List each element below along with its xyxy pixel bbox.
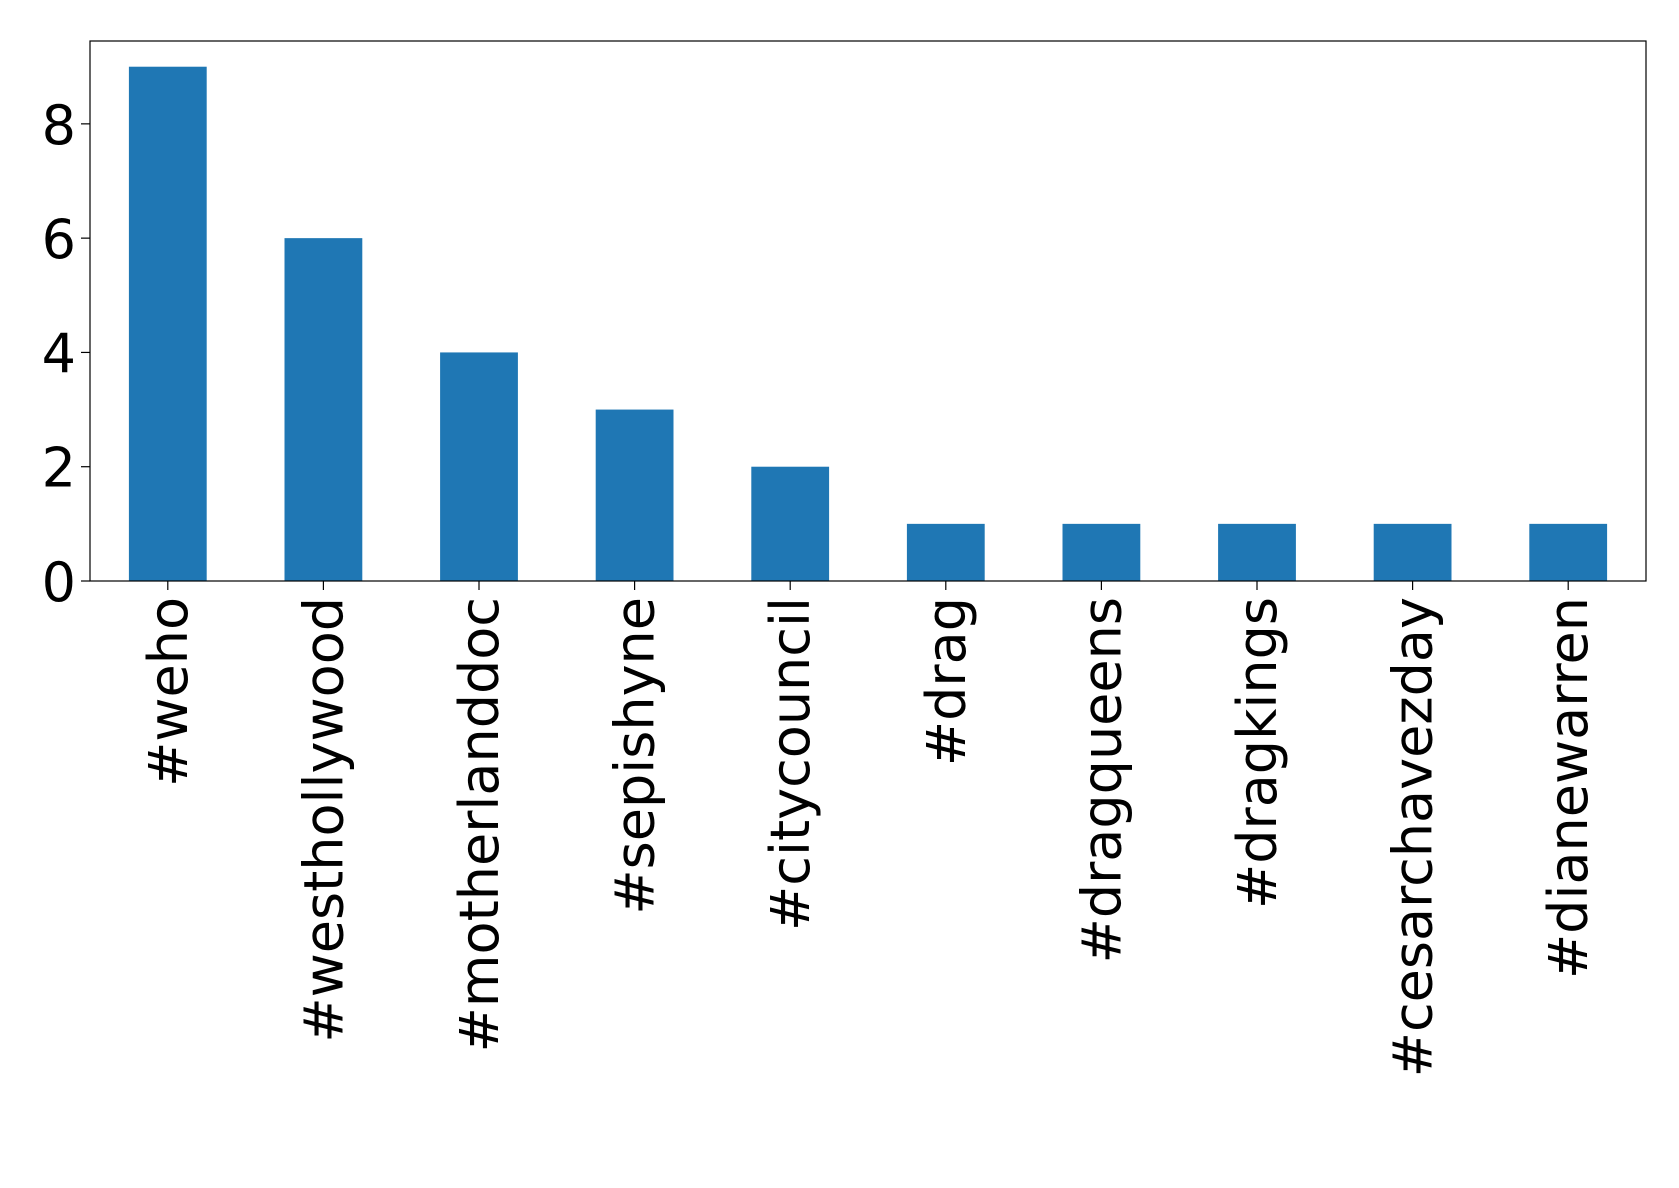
y-tick-label: 0 — [42, 551, 76, 614]
x-tick-label: #dragqueens — [1070, 597, 1133, 963]
y-tick-label: 4 — [42, 322, 76, 385]
bar-dragqueens — [1062, 523, 1141, 581]
bar-drag — [906, 523, 985, 581]
y-tick-label: 2 — [42, 437, 76, 500]
x-tick-label: #citycouncil — [759, 597, 822, 931]
bar-dianewarren — [1529, 523, 1608, 581]
x-tick-label: #cesarchavezday — [1382, 597, 1445, 1077]
x-tick-label: #weho — [137, 597, 200, 787]
bar-citycouncil — [751, 466, 830, 581]
bars-layer — [128, 66, 1608, 581]
bar-sepishyne — [595, 409, 674, 581]
x-tick-label: #drag — [915, 597, 978, 766]
x-tick-label: #motherlanddoc — [448, 597, 511, 1052]
bar-cesarchavezday — [1373, 523, 1452, 581]
x-tick-label: #westhollywood — [292, 597, 355, 1043]
x-tick-label: #dragkings — [1226, 597, 1289, 909]
bar-motherlanddoc — [440, 352, 518, 581]
bar-weho — [128, 66, 207, 581]
y-axis: 0 2 4 6 8 — [42, 94, 90, 614]
x-tick-label: #sepishyne — [604, 597, 667, 915]
y-tick-label: 6 — [42, 208, 76, 271]
x-tick-label: #dianewarren — [1537, 597, 1600, 979]
x-axis: #weho #westhollywood #motherlanddoc #sepish… — [137, 581, 1600, 1077]
bar-westhollywood — [284, 238, 363, 581]
bar-dragkings — [1218, 523, 1296, 581]
y-tick-label: 8 — [42, 94, 76, 157]
plot-frame — [89, 40, 1647, 582]
